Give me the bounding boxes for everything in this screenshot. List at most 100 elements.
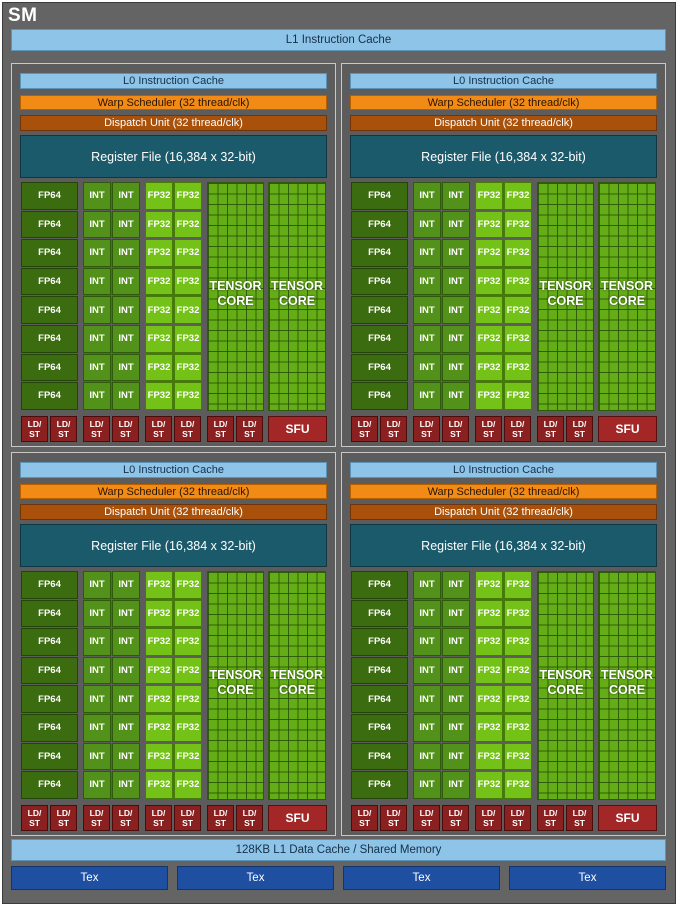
int-unit: INT bbox=[83, 656, 111, 685]
dispatch-unit: Dispatch Unit (32 thread/clk) bbox=[20, 115, 327, 131]
fp32-unit: FP32 bbox=[475, 571, 503, 599]
ld-st-unit: LD/ ST bbox=[504, 805, 531, 831]
ld-st-unit: LD/ ST bbox=[351, 805, 378, 831]
tex-unit: Tex bbox=[177, 866, 334, 890]
int-unit: INT bbox=[112, 742, 140, 771]
register-file: Register File (16,384 x 32-bit) bbox=[20, 135, 327, 178]
ld-st-unit: LD/ ST bbox=[207, 416, 234, 442]
fp32-unit: FP32 bbox=[145, 267, 173, 296]
int-unit: INT bbox=[112, 714, 140, 742]
int-unit: INT bbox=[83, 571, 111, 599]
fp64-unit: FP64 bbox=[351, 571, 408, 599]
ld-st-unit: LD/ ST bbox=[413, 416, 440, 442]
tensor-core-label: TENSOR CORE bbox=[270, 279, 324, 308]
fp32-unit: FP32 bbox=[145, 599, 173, 628]
tex-unit: Tex bbox=[509, 866, 666, 890]
fp64-unit: FP64 bbox=[351, 685, 408, 713]
fp64-unit: FP64 bbox=[21, 599, 78, 628]
fp64-unit: FP64 bbox=[351, 656, 408, 685]
ld-st-unit: LD/ ST bbox=[112, 805, 139, 831]
ld-st-unit: LD/ ST bbox=[112, 416, 139, 442]
int-unit: INT bbox=[83, 267, 111, 296]
fp64-unit: FP64 bbox=[21, 239, 78, 267]
fp32-unit: FP32 bbox=[145, 296, 173, 324]
fp64-unit: FP64 bbox=[351, 325, 408, 353]
fp32-unit: FP32 bbox=[504, 182, 532, 210]
int-unit: INT bbox=[413, 685, 441, 713]
processing-block: L0 Instruction Cache Warp Scheduler (32 t… bbox=[341, 63, 666, 447]
int-unit: INT bbox=[83, 239, 111, 267]
ld-st-unit: LD/ ST bbox=[380, 416, 407, 442]
int-unit: INT bbox=[83, 353, 111, 382]
int-unit: INT bbox=[442, 714, 470, 742]
fp32-unit: FP32 bbox=[504, 685, 532, 713]
ld-st-unit: LD/ ST bbox=[380, 805, 407, 831]
int-unit: INT bbox=[442, 742, 470, 771]
int-unit: INT bbox=[112, 267, 140, 296]
fp64-unit: FP64 bbox=[351, 742, 408, 771]
ld-st-unit: LD/ ST bbox=[83, 805, 110, 831]
fp64-unit: FP64 bbox=[351, 382, 408, 410]
fp32-unit: FP32 bbox=[475, 599, 503, 628]
fp32-unit: FP32 bbox=[504, 571, 532, 599]
fp32-unit: FP32 bbox=[145, 210, 173, 239]
fp32-unit: FP32 bbox=[475, 685, 503, 713]
dispatch-unit: Dispatch Unit (32 thread/clk) bbox=[20, 504, 327, 520]
int-unit: INT bbox=[413, 656, 441, 685]
fp64-unit: FP64 bbox=[351, 628, 408, 656]
int-unit: INT bbox=[442, 239, 470, 267]
ld-st-unit: LD/ ST bbox=[504, 416, 531, 442]
fp64-unit: FP64 bbox=[351, 267, 408, 296]
dispatch-unit: Dispatch Unit (32 thread/clk) bbox=[350, 115, 657, 131]
tensor-core: TENSOR CORE bbox=[598, 571, 656, 800]
tensor-core: TENSOR CORE bbox=[537, 571, 594, 800]
int-unit: INT bbox=[413, 742, 441, 771]
ld-st-unit: LD/ ST bbox=[50, 805, 77, 831]
fp32-unit: FP32 bbox=[475, 714, 503, 742]
fp32-unit: FP32 bbox=[145, 771, 173, 799]
ld-st-unit: LD/ ST bbox=[174, 805, 201, 831]
ld-st-unit: LD/ ST bbox=[236, 805, 263, 831]
int-unit: INT bbox=[83, 382, 111, 410]
fp32-unit: FP32 bbox=[475, 182, 503, 210]
int-unit: INT bbox=[413, 182, 441, 210]
l0-instruction-cache: L0 Instruction Cache bbox=[350, 462, 657, 478]
fp32-unit: FP32 bbox=[174, 685, 202, 713]
fp32-unit: FP32 bbox=[145, 182, 173, 210]
tensor-core: TENSOR CORE bbox=[268, 571, 326, 800]
fp32-unit: FP32 bbox=[475, 325, 503, 353]
int-unit: INT bbox=[112, 296, 140, 324]
int-unit: INT bbox=[413, 267, 441, 296]
int-unit: INT bbox=[83, 182, 111, 210]
l0-instruction-cache: L0 Instruction Cache bbox=[20, 73, 327, 89]
ld-st-unit: LD/ ST bbox=[145, 416, 172, 442]
fp32-unit: FP32 bbox=[475, 353, 503, 382]
ld-st-unit: LD/ ST bbox=[537, 805, 564, 831]
tensor-core-label: TENSOR CORE bbox=[539, 279, 592, 308]
ld-st-unit: LD/ ST bbox=[145, 805, 172, 831]
int-unit: INT bbox=[83, 714, 111, 742]
fp32-unit: FP32 bbox=[475, 210, 503, 239]
fp32-unit: FP32 bbox=[174, 628, 202, 656]
ld-st-unit: LD/ ST bbox=[174, 416, 201, 442]
fp64-unit: FP64 bbox=[351, 771, 408, 799]
fp32-unit: FP32 bbox=[174, 210, 202, 239]
fp32-unit: FP32 bbox=[145, 714, 173, 742]
fp32-unit: FP32 bbox=[475, 239, 503, 267]
int-unit: INT bbox=[83, 296, 111, 324]
fp64-unit: FP64 bbox=[351, 353, 408, 382]
fp32-unit: FP32 bbox=[504, 599, 532, 628]
fp32-unit: FP32 bbox=[504, 267, 532, 296]
sfu-unit: SFU bbox=[598, 416, 657, 442]
fp32-unit: FP32 bbox=[504, 771, 532, 799]
fp64-unit: FP64 bbox=[21, 353, 78, 382]
tex-unit: Tex bbox=[11, 866, 168, 890]
fp32-unit: FP32 bbox=[174, 714, 202, 742]
fp32-unit: FP32 bbox=[174, 296, 202, 324]
int-unit: INT bbox=[442, 353, 470, 382]
fp32-unit: FP32 bbox=[475, 771, 503, 799]
register-file: Register File (16,384 x 32-bit) bbox=[350, 524, 657, 567]
int-unit: INT bbox=[442, 656, 470, 685]
int-unit: INT bbox=[112, 599, 140, 628]
sfu-unit: SFU bbox=[268, 416, 327, 442]
